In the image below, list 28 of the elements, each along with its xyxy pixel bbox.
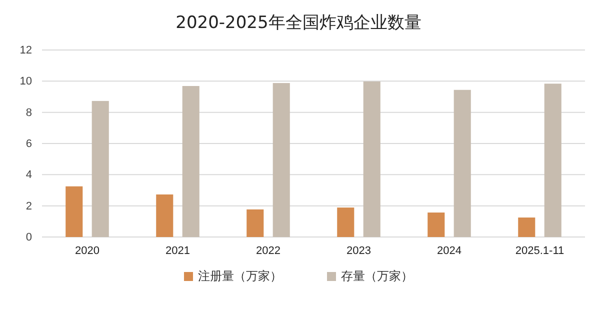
bar <box>518 218 536 237</box>
bar <box>337 208 354 237</box>
bar <box>454 90 471 237</box>
y-tick-label: 4 <box>26 169 32 182</box>
chart-title: 2020-2025年全国炸鸡企业数量 <box>176 13 422 33</box>
x-tick-label: 2025.1-11 <box>515 244 564 257</box>
y-tick-label: 0 <box>26 232 32 244</box>
bar <box>428 212 445 237</box>
x-tick-label: 2020 <box>75 244 100 257</box>
bar <box>92 100 109 237</box>
bar <box>66 186 83 237</box>
bar <box>182 86 200 237</box>
y-tick-label: 10 <box>20 76 32 88</box>
legend-label: 存量（万家） <box>341 269 413 283</box>
x-tick-label: 2021 <box>166 244 190 257</box>
y-tick-label: 6 <box>26 138 32 150</box>
y-tick-label: 2 <box>26 200 32 212</box>
legend-label: 注册量（万家） <box>198 269 282 283</box>
bar <box>544 84 562 237</box>
y-tick-label: 8 <box>26 106 32 119</box>
bar <box>246 209 264 237</box>
bar <box>272 83 290 237</box>
x-tick-label: 2022 <box>256 244 280 257</box>
x-tick-label: 2024 <box>437 244 462 257</box>
y-tick-label: 12 <box>20 44 32 57</box>
bar <box>363 81 380 237</box>
bar <box>156 194 174 237</box>
x-tick-label: 2023 <box>346 244 371 257</box>
